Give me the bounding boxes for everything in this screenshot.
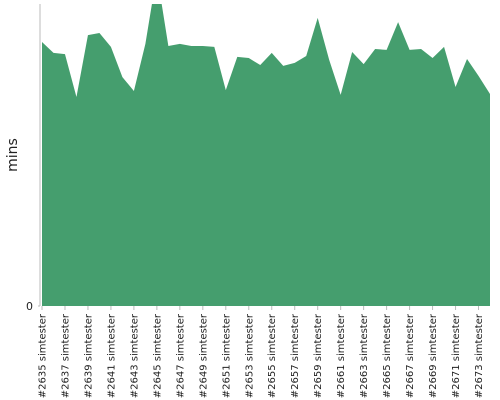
- x-tick-label: #2647 simtester: [175, 313, 186, 398]
- x-tick-label: #2667 simtester: [405, 313, 416, 398]
- x-tick-label: #2649 simtester: [198, 313, 209, 398]
- x-tick-label: #2645 simtester: [152, 313, 163, 398]
- x-tick-label: #2669 simtester: [428, 313, 439, 398]
- x-tick-label: #2635 simtester: [38, 313, 49, 398]
- x-tick-label: #2671 simtester: [451, 313, 462, 398]
- x-tick-label: #2655 simtester: [267, 313, 278, 398]
- y-tick-label: 0: [26, 300, 33, 313]
- x-tick-label: #2637 simtester: [60, 313, 71, 398]
- x-tick-label: #2665 simtester: [382, 313, 393, 398]
- y-axis-label: mins: [5, 138, 21, 172]
- x-tick-label: #2653 simtester: [244, 313, 255, 398]
- x-tick-label: #2663 simtester: [359, 313, 370, 398]
- x-tick-label: #2651 simtester: [221, 313, 232, 398]
- x-tick-label: #2639 simtester: [83, 313, 94, 398]
- x-tick-label: #2673 simtester: [474, 313, 485, 398]
- x-tick-label: #2643 simtester: [129, 313, 140, 398]
- x-tick-label: #2641 simtester: [106, 313, 117, 398]
- x-tick-label: #2657 simtester: [290, 313, 301, 398]
- x-tick-label: #2659 simtester: [313, 313, 324, 398]
- x-tick-label: #2661 simtester: [336, 313, 347, 398]
- area: [42, 4, 490, 306]
